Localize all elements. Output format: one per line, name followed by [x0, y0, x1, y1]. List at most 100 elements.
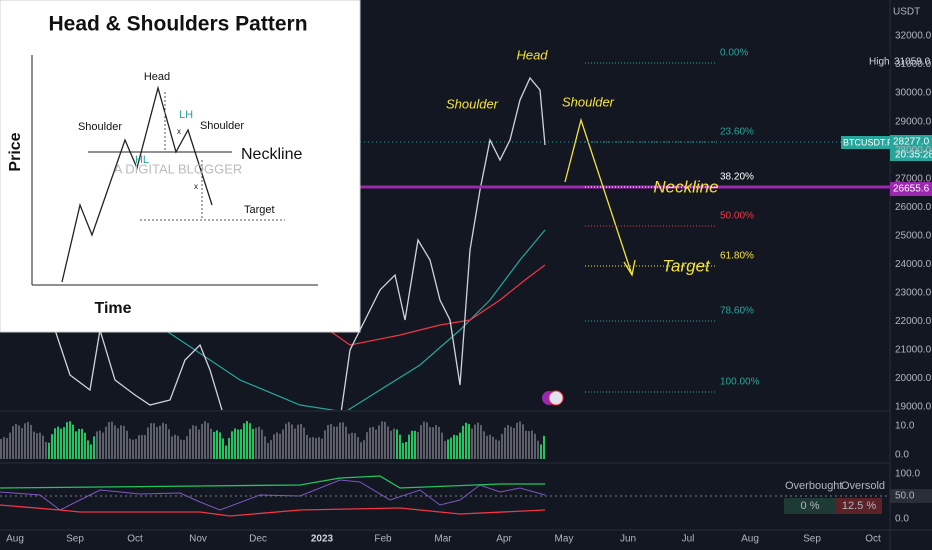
volume-bar	[351, 432, 353, 459]
event-icon[interactable]	[548, 390, 564, 406]
time-tick-label: Aug	[6, 534, 24, 545]
volume-bar	[519, 421, 521, 459]
volume-bar	[363, 440, 365, 459]
upper-band	[0, 475, 545, 489]
volume-bar	[450, 437, 452, 459]
volume-bar	[111, 421, 113, 459]
high-value: 31059.0	[894, 57, 931, 68]
volume-bar	[165, 423, 167, 459]
time-tick-label: Nov	[189, 534, 207, 545]
volume-bar	[126, 430, 128, 459]
volume-bar	[84, 432, 86, 459]
volume-bar	[147, 427, 149, 459]
volume-bar	[537, 440, 539, 459]
time-tick-label: Sep	[803, 534, 821, 545]
rsi-value: 0 %	[801, 500, 820, 512]
volume-bar	[327, 425, 329, 459]
inset-watermark: A DIGITAL BLOGGER	[114, 161, 243, 176]
volume-bar	[384, 421, 386, 459]
volume-bar	[3, 437, 5, 459]
volume-bar	[378, 425, 380, 459]
volume-bar	[522, 424, 524, 459]
volume-bar	[6, 438, 8, 459]
volume-bar	[390, 430, 392, 459]
volume-bar	[396, 429, 398, 459]
volume-bar	[372, 426, 374, 459]
volume-bar	[282, 429, 284, 459]
symbol-tag: BTCUSDT.P	[843, 137, 893, 147]
volume-bar	[174, 434, 176, 459]
volume-bar	[321, 438, 323, 459]
volume-bar	[183, 440, 185, 459]
volume-bar	[78, 428, 80, 459]
time-tick-label: Oct	[865, 534, 881, 545]
rsi-tick-label: 100.0	[895, 469, 920, 480]
time-tick-label: 2023	[311, 534, 334, 545]
rsi-value: 12.5 %	[842, 500, 876, 512]
inset-label: HL	[135, 154, 149, 166]
volume-tick-label: 0.0	[895, 450, 909, 461]
volume-bar	[393, 428, 395, 459]
volume-bar	[270, 440, 272, 459]
volume-bar	[72, 424, 74, 459]
high-label: High	[869, 57, 890, 68]
volume-bar	[474, 424, 476, 459]
inset-label: Neckline	[241, 146, 302, 163]
price-path	[0, 76, 546, 410]
volume-bar	[132, 439, 134, 459]
volume-bar	[252, 428, 254, 459]
volume-bar	[489, 434, 491, 459]
volume-bar	[417, 431, 419, 459]
volume-bar	[324, 430, 326, 459]
time-tick-label: Jul	[682, 534, 695, 545]
lower-band	[0, 504, 546, 517]
price-tick-label: 26000.0	[895, 202, 932, 213]
volume-bar	[162, 422, 164, 459]
volume-bar	[93, 436, 95, 459]
volume-bar	[468, 424, 470, 459]
volume-bars	[0, 421, 545, 459]
volume-tick-label: 10.0	[895, 421, 915, 432]
neckline-price: 26655.6	[893, 184, 930, 195]
time-tick-label: Oct	[127, 534, 143, 545]
volume-bar	[438, 426, 440, 459]
countdown: 20:35:28	[895, 150, 932, 161]
volume-bar	[498, 440, 500, 459]
volume-bar	[15, 423, 17, 459]
volume-bar	[129, 438, 131, 459]
rsi-tick-label: 0.0	[895, 514, 909, 525]
volume-bar	[24, 423, 26, 459]
fib-label: 0.00%	[720, 48, 748, 59]
volume-bar	[480, 425, 482, 459]
volume-bar	[273, 434, 275, 459]
volume-bar	[207, 423, 209, 459]
volume-bar	[342, 422, 344, 459]
volume-bar	[171, 436, 173, 459]
cell-bg	[836, 498, 882, 514]
volume-bar	[333, 426, 335, 459]
fib-label: 38.20%	[720, 172, 754, 183]
volume-bar	[477, 422, 479, 459]
tag-bg	[866, 55, 890, 69]
time-tick-label: May	[555, 534, 574, 545]
volume-bar	[303, 427, 305, 459]
volume-bar	[249, 423, 251, 459]
volume-bar	[135, 439, 137, 459]
volume-bar	[63, 427, 65, 459]
volume-bar	[318, 437, 320, 459]
volume-bar	[402, 442, 404, 459]
volume-bar	[180, 439, 182, 459]
volume-bar	[336, 426, 338, 459]
volume-bar	[39, 432, 41, 459]
volume-bar	[120, 425, 122, 459]
projection-arrow	[564, 117, 633, 276]
volume-bar	[45, 442, 47, 459]
volume-bar	[12, 426, 14, 459]
inset-label: Target	[244, 204, 275, 216]
time-tick-label: Apr	[496, 534, 512, 545]
volume-bar	[213, 431, 215, 459]
inset-title: Head & Shoulders Pattern	[48, 13, 307, 36]
volume-bar	[381, 421, 383, 459]
volume-bar	[0, 439, 2, 459]
volume-bar	[204, 421, 206, 459]
